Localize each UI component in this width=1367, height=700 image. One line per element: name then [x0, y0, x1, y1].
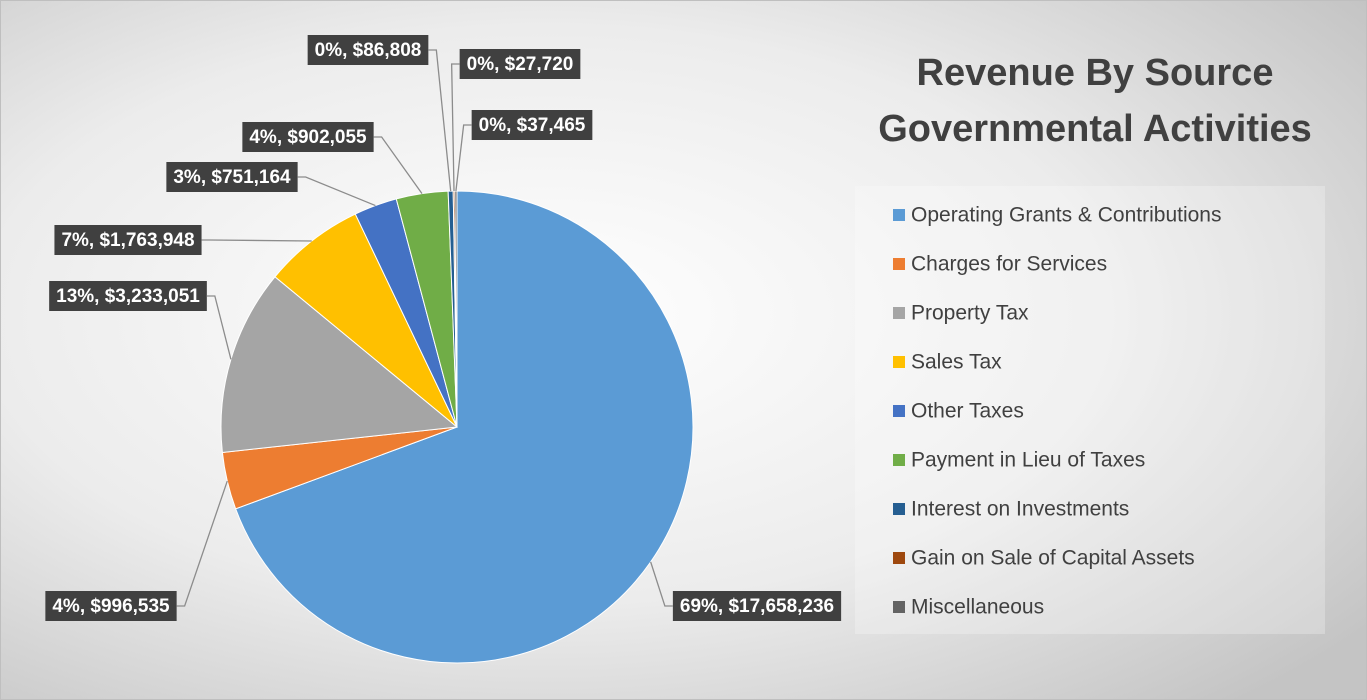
legend-swatch — [893, 307, 905, 319]
legend-swatch — [893, 601, 905, 613]
legend-label: Payment in Lieu of Taxes — [911, 449, 1145, 472]
chart-title: Revenue By Source — [917, 52, 1274, 94]
legend-label: Gain on Sale of Capital Assets — [911, 547, 1195, 570]
leader-line — [455, 124, 472, 192]
legend-swatch — [893, 552, 905, 564]
leader-line — [450, 63, 460, 192]
legend-label: Property Tax — [911, 302, 1029, 325]
legend-label: Sales Tax — [911, 351, 1002, 374]
legend-label: Charges for Services — [911, 253, 1107, 276]
data-label: 7%, $1,763,948 — [61, 230, 194, 251]
leader-line — [206, 295, 232, 360]
data-label-box — [459, 49, 581, 79]
data-label: 0%, $86,808 — [315, 40, 422, 61]
leader-line — [428, 49, 452, 192]
legend-swatch — [893, 405, 905, 417]
legend-label: Interest on Investments — [911, 498, 1129, 521]
data-label-box — [242, 122, 374, 152]
data-label-box — [672, 591, 842, 621]
legend-label: Miscellaneous — [911, 596, 1044, 619]
legend-swatch — [893, 209, 905, 221]
legend-label: Other Taxes — [911, 400, 1024, 423]
pie-slice — [274, 213, 458, 428]
leader-line — [373, 136, 423, 194]
leader-line — [201, 239, 312, 242]
data-label-box — [49, 281, 207, 311]
data-label-box — [54, 225, 202, 255]
data-label: 4%, $996,535 — [52, 596, 170, 617]
legend-swatch — [893, 503, 905, 515]
data-label: 69%, $17,658,236 — [680, 596, 834, 617]
data-label: 4%, $902,055 — [249, 127, 367, 148]
leader-line — [297, 176, 376, 207]
pie-slice — [234, 190, 694, 664]
chart-subtitle: Governmental Activities — [878, 108, 1312, 150]
leader-line — [176, 480, 228, 607]
data-label-box — [166, 162, 298, 192]
data-label: 0%, $37,465 — [479, 115, 586, 136]
data-label: 13%, $3,233,051 — [56, 286, 200, 307]
data-label: 3%, $751,164 — [173, 167, 291, 188]
legend-swatch — [893, 356, 905, 368]
leader-line — [650, 561, 673, 607]
pie-slice — [220, 276, 459, 454]
data-label-box — [471, 110, 593, 140]
legend-swatch — [893, 454, 905, 466]
data-label-box — [307, 35, 429, 65]
legend-swatch — [893, 258, 905, 270]
legend-box — [855, 186, 1325, 634]
data-label: 0%, $27,720 — [467, 54, 574, 75]
legend-label: Operating Grants & Contributions — [911, 204, 1222, 227]
data-label-box — [45, 591, 177, 621]
